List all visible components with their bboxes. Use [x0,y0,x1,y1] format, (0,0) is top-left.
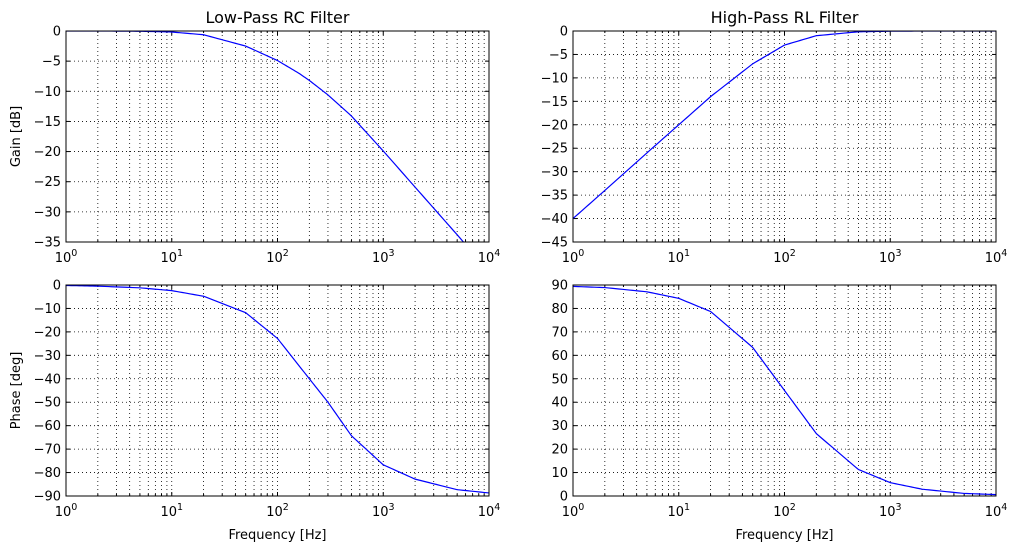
y-tick-label: 0 [53,25,61,40]
y-tick-label: −90 [34,490,61,505]
subplot-2: 100 101 102 103 104 0 −5 −10 −15 −20 −25 −30 −35 −40 −… [541,8,1008,266]
x-axis-label: Frequency [Hz] [228,528,326,543]
y-tick-label: −25 [34,175,61,190]
axes-frame [65,284,490,497]
subplot-title: Low-Pass RC Filter [206,8,350,27]
y-tick-label: −20 [34,145,61,160]
axes-frame [65,30,490,243]
y-tick-label: −40 [541,212,568,227]
y-tick-label: −45 [541,236,568,251]
x-tick-label: 101 [667,248,690,266]
y-tick-label: 0 [560,490,568,505]
x-tick-label: 100 [55,502,78,520]
y-tick-label: −35 [34,236,61,251]
y-tick-label: −5 [42,55,61,70]
y-tick-label: −20 [34,325,61,340]
subplot-1: 100 101 102 103 104 0 −5 −10 −15 −20 −25 −30 −35 Low-… [9,8,501,266]
x-tick-label: 103 [372,248,395,266]
x-tick-label: 104 [478,248,501,266]
y-tick-label: −20 [541,118,568,133]
y-tick-label: −35 [541,189,568,204]
axes-frame [572,30,997,243]
y-tick-label: −30 [541,165,568,180]
x-tick-label: 100 [562,248,585,266]
x-tick-label: 104 [478,502,501,520]
x-tick-label: 103 [879,248,902,266]
y-tick-label: −10 [34,302,61,317]
y-tick-label: −15 [541,95,568,110]
y-tick-label: 0 [53,279,61,294]
x-tick-label: 101 [667,502,690,520]
y-tick-label: 40 [551,396,568,411]
data-series-line [573,285,996,496]
y-tick-label: −70 [34,443,61,458]
y-tick-label: 50 [551,372,568,387]
x-tick-label: 102 [266,502,289,520]
y-tick-label: −5 [549,48,568,63]
y-tick-label: 20 [551,443,568,458]
x-tick-label: 100 [562,502,585,520]
x-tick-label: 101 [160,502,183,520]
x-tick-label: 102 [266,248,289,266]
x-tick-label: 103 [372,502,395,520]
x-tick-label: 101 [160,248,183,266]
x-tick-label: 104 [985,502,1008,520]
x-tick-label: 100 [55,248,78,266]
y-tick-label: 90 [551,279,568,294]
x-tick-label: 103 [879,502,902,520]
y-tick-label: 60 [551,349,568,364]
y-tick-label: 30 [551,419,568,434]
y-axis-label: Gain [dB] [9,106,24,167]
y-tick-label: 70 [551,325,568,340]
axes-frame [572,284,997,497]
x-tick-label: 102 [773,248,796,266]
y-tick-label: −50 [34,396,61,411]
y-tick-label: −30 [34,205,61,220]
subplot-4: 100 101 102 103 104 0 10 20 30 40 50 60 70 80 90 Freque… [551,279,1007,544]
y-tick-label: −15 [34,115,61,130]
x-tick-label: 102 [773,502,796,520]
y-tick-label: 10 [551,466,568,481]
subplot-3: 100 101 102 103 104 0 −10 −20 −30 −40 −50 −60 −70 −80… [9,279,500,544]
x-tick-label: 104 [985,248,1008,266]
y-tick-label: −10 [541,71,568,86]
y-axis-label: Phase [deg] [9,352,24,430]
x-axis-label: Frequency [Hz] [735,528,833,543]
y-tick-label: −40 [34,372,61,387]
y-tick-label: 80 [551,302,568,317]
y-tick-label: 0 [560,25,568,40]
subplot-title: High-Pass RL Filter [711,8,859,27]
y-tick-label: −80 [34,466,61,481]
y-tick-label: −10 [34,85,61,100]
data-series-line [66,285,489,494]
y-tick-label: −30 [34,349,61,364]
y-tick-label: −25 [541,142,568,157]
y-tick-label: −60 [34,419,61,434]
